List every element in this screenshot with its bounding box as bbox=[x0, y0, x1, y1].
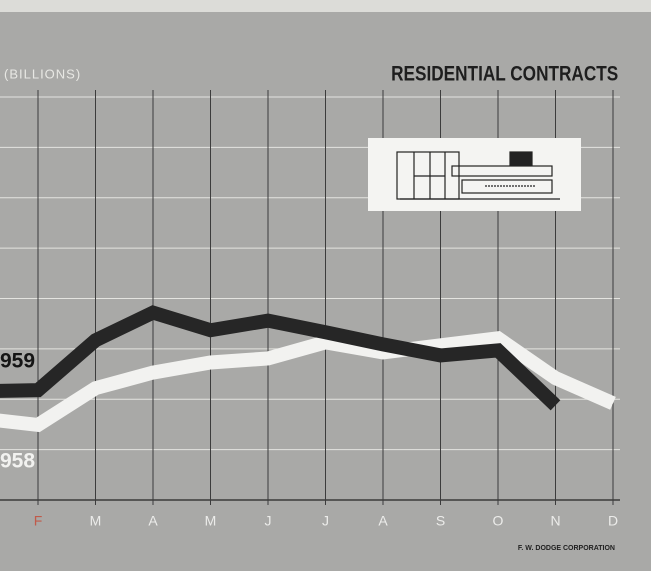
x-tick-label: F bbox=[34, 513, 43, 529]
illustration bbox=[368, 138, 581, 211]
x-tick-label: A bbox=[378, 513, 388, 529]
x-tick-label: N bbox=[550, 513, 560, 529]
x-tick-label: J bbox=[322, 513, 329, 529]
series-line bbox=[0, 305, 561, 411]
x-tick-label: M bbox=[90, 513, 102, 529]
top-strip bbox=[0, 0, 651, 12]
lines bbox=[0, 305, 616, 433]
series-label: 958 bbox=[0, 450, 35, 473]
x-tick-label: J bbox=[265, 513, 272, 529]
x-tick-label: O bbox=[493, 513, 504, 529]
series-label: 959 bbox=[0, 350, 35, 373]
illustration-panel bbox=[368, 138, 581, 211]
x-tick-label: A bbox=[148, 513, 158, 529]
series-line bbox=[0, 331, 616, 433]
x-tick-label: M bbox=[205, 513, 217, 529]
house-drawing bbox=[396, 151, 560, 200]
x-tick-label: S bbox=[436, 513, 445, 529]
x-tick-label: D bbox=[608, 513, 618, 529]
chart-title: RESIDENTIAL CONTRACTS bbox=[391, 63, 618, 86]
y-axis-label: (BILLIONS) bbox=[4, 66, 81, 81]
grid bbox=[0, 90, 620, 505]
source-note: F. W. DODGE CORPORATION bbox=[518, 545, 615, 552]
